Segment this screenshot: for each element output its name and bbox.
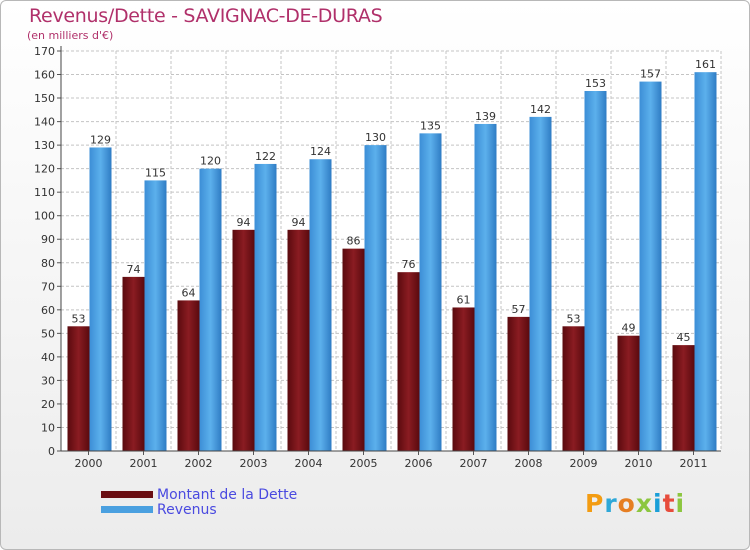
y-tick-label: 150 [34, 92, 55, 105]
logo-letter: i [653, 489, 663, 518]
bar-revenus-2002 [199, 168, 222, 451]
x-tick-label-2004: 2004 [295, 457, 323, 470]
y-tick-label: 100 [34, 210, 55, 223]
proxiti-logo: Proxiti [585, 489, 685, 518]
y-tick-label: 0 [48, 445, 55, 458]
bar-dette-2011 [672, 345, 695, 451]
legend-swatch-revenus [101, 506, 153, 513]
x-tick-label-2008: 2008 [515, 457, 543, 470]
bar-dette-2007 [452, 307, 475, 451]
data-label-revenus-2004: 124 [310, 145, 331, 158]
x-tick-label-2000: 2000 [75, 457, 103, 470]
bar-revenus-2007 [474, 123, 497, 452]
logo-letter: x [635, 489, 653, 518]
y-tick-label: 50 [41, 327, 55, 340]
bar-revenus-2000 [89, 147, 112, 451]
data-label-revenus-2011: 161 [695, 58, 716, 71]
data-label-dette-2004: 94 [292, 216, 306, 229]
bar-chart: 0 10 20 30 40 50 60 70 80 90 100 110 120 130 140 150 160… [34, 45, 722, 470]
logo-letter: i [675, 489, 686, 518]
data-label-dette-2006: 76 [402, 258, 416, 271]
x-tick-label-2001: 2001 [130, 457, 158, 470]
legend-swatch-dette [101, 491, 153, 498]
bar-dette-2003 [232, 229, 255, 451]
data-label-dette-2011: 45 [677, 331, 691, 344]
data-label-dette-2009: 53 [567, 312, 581, 325]
bar-revenus-2011 [694, 72, 717, 452]
y-tick-label: 110 [34, 186, 55, 199]
bar-dette-2006 [397, 272, 420, 451]
x-tick-label-2009: 2009 [570, 457, 598, 470]
y-tick-label: 20 [41, 398, 55, 411]
y-tick-label: 90 [41, 233, 55, 246]
logo-letter: o [617, 489, 636, 518]
data-label-dette-2010: 49 [622, 322, 636, 335]
bar-revenus-2003 [254, 163, 277, 452]
logo-letter: t [662, 489, 676, 518]
x-tick-label-2005: 2005 [350, 457, 378, 470]
data-label-dette-2003: 94 [237, 216, 251, 229]
bar-revenus-2006 [419, 133, 442, 451]
bar-dette-2001 [122, 276, 145, 451]
x-tick-label-2010: 2010 [625, 457, 653, 470]
data-label-revenus-2009: 153 [585, 77, 606, 90]
data-label-revenus-2010: 157 [640, 68, 661, 81]
x-tick-label-2003: 2003 [240, 457, 268, 470]
data-label-dette-2000: 53 [72, 312, 86, 325]
data-label-revenus-2003: 122 [255, 150, 276, 163]
bar-dette-2004 [287, 229, 310, 451]
x-tick-label-2006: 2006 [405, 457, 433, 470]
data-label-revenus-2005: 130 [365, 131, 386, 144]
bar-revenus-2010 [639, 81, 662, 452]
logo-letter: P [585, 489, 605, 518]
chart-subtitle: (en milliers d'€) [27, 29, 114, 42]
y-tick-label: 40 [41, 351, 55, 364]
y-tick-label: 60 [41, 304, 55, 317]
logo-letter: r [604, 489, 618, 518]
data-label-revenus-2006: 135 [420, 119, 441, 132]
y-tick-label: 160 [34, 69, 55, 82]
bar-dette-2009 [562, 326, 585, 451]
y-tick-label: 70 [41, 280, 55, 293]
x-tick-label-2011: 2011 [680, 457, 708, 470]
data-label-dette-2007: 61 [457, 293, 471, 306]
bar-revenus-2001 [144, 180, 167, 452]
y-tick-label: 80 [41, 257, 55, 270]
x-tick-label-2002: 2002 [185, 457, 213, 470]
data-label-revenus-2007: 139 [475, 110, 496, 123]
y-tick-label: 30 [41, 374, 55, 387]
bar-revenus-2009 [584, 91, 607, 451]
data-label-dette-2002: 64 [182, 286, 196, 299]
data-label-revenus-2008: 142 [530, 103, 551, 116]
bar-dette-2008 [507, 316, 530, 451]
legend-label-revenus: Revenus [157, 501, 217, 518]
data-label-dette-2008: 57 [512, 303, 526, 316]
bar-revenus-2004 [309, 159, 332, 451]
bar-dette-2002 [177, 300, 200, 451]
chart-title: Revenus/Dette - SAVIGNAC-DE-DURAS [29, 5, 383, 27]
y-tick-label: 140 [34, 116, 55, 129]
bar-revenus-2005 [364, 145, 387, 451]
legend: Montant de la Dette Revenus [101, 486, 298, 518]
y-tick-label: 170 [34, 45, 55, 58]
data-label-revenus-2001: 115 [145, 166, 166, 179]
y-tick-label: 10 [41, 421, 55, 434]
data-label-dette-2001: 74 [127, 263, 141, 276]
bar-dette-2010 [617, 335, 640, 451]
legend-item-dette: Montant de la Dette [101, 486, 298, 503]
data-label-dette-2005: 86 [347, 235, 361, 248]
y-tick-label: 130 [34, 139, 55, 152]
data-label-revenus-2000: 129 [90, 133, 111, 146]
bar-dette-2000 [67, 326, 90, 451]
data-label-revenus-2002: 120 [200, 155, 221, 168]
bar-dette-2005 [342, 248, 365, 451]
y-tick-label: 120 [34, 163, 55, 176]
legend-item-revenus: Revenus [101, 501, 297, 518]
legend-label-dette: Montant de la Dette [157, 486, 298, 503]
x-tick-label-2007: 2007 [460, 457, 488, 470]
bar-revenus-2008 [529, 116, 552, 451]
